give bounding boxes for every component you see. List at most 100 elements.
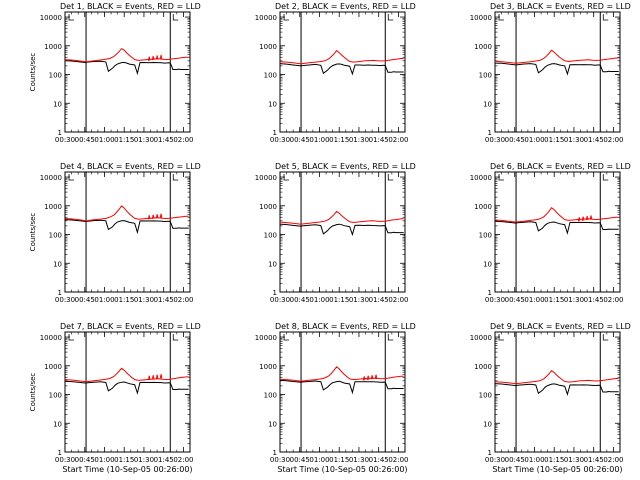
y-tick-label: 100 [264, 72, 277, 80]
y-tick-label: 10000 [255, 334, 277, 342]
y-tick-label: 1000 [474, 43, 492, 51]
corner-marker [498, 174, 504, 181]
x-tick-label: 01:15 [114, 456, 134, 464]
x-tick-label: 00:45 [290, 456, 310, 464]
x-tick-label: 01:30 [349, 296, 369, 304]
x-axis-label: Start Time (10-Sep-05 00:26:00) [492, 465, 622, 474]
corner-marker [387, 14, 394, 21]
x-tick-label: 01:30 [349, 456, 369, 464]
lld-spike [581, 216, 585, 221]
x-tick-label: 01:30 [134, 456, 154, 464]
y-tick-label: 1 [273, 289, 277, 297]
x-tick-label: 01:00 [94, 456, 114, 464]
y-tick-label: 100 [479, 72, 492, 80]
y-axis-label: Counts/sec [29, 53, 37, 92]
y-tick-label: 1 [273, 449, 277, 457]
lld-spike [155, 214, 159, 219]
panel-title: Det 4, BLACK = Events, RED = LLD [60, 162, 201, 171]
x-tick-label: 01:45 [584, 456, 604, 464]
y-tick-label: 10000 [470, 174, 492, 182]
plot-frame [64, 331, 191, 453]
series-line-events [279, 63, 404, 76]
y-tick-label: 10000 [255, 14, 277, 22]
x-tick-label: 00:45 [290, 296, 310, 304]
lld-spike [585, 215, 589, 221]
y-tick-label: 10 [268, 100, 277, 108]
det-panel-7: Det 7, BLACK = Events, RED = LLD 1 10 100 10… [29, 322, 201, 474]
x-tick-label: 01:00 [309, 136, 329, 144]
plot-frame [494, 331, 621, 453]
corner-marker [283, 174, 289, 181]
x-tick-label: 01:00 [94, 136, 114, 144]
det-panel-4: Det 4, BLACK = Events, RED = LLD 1 10 100 10… [29, 162, 201, 304]
series-line-events [64, 60, 189, 76]
y-axis-label: Counts/sec [29, 213, 37, 252]
x-tick-label: 01:45 [154, 456, 174, 464]
det-panel-2: Det 2, BLACK = Events, RED = LLD 1 10 100 10… [255, 2, 416, 144]
y-tick-label: 10 [268, 260, 277, 268]
lld-spike [362, 376, 366, 381]
series-line-events [279, 223, 404, 237]
x-tick-label: 00:30 [270, 456, 290, 464]
series-line-lld [494, 49, 619, 64]
y-tick-label: 100 [49, 232, 62, 240]
x-tick-label: 02:00 [388, 456, 408, 464]
y-tick-label: 1 [58, 129, 62, 137]
x-tick-label: 01:30 [564, 456, 584, 464]
x-tick-label: 01:30 [349, 136, 369, 144]
corner-marker [498, 14, 504, 21]
y-tick-label: 10 [483, 260, 492, 268]
x-tick-label: 01:30 [564, 296, 584, 304]
det-panel-9: Det 9, BLACK = Events, RED = LLD 1 10 100 10… [470, 322, 631, 474]
lld-spike [577, 217, 581, 222]
x-tick-label: 01:00 [524, 456, 544, 464]
x-tick-label: 00:45 [75, 296, 95, 304]
y-tick-label: 10 [53, 260, 62, 268]
y-tick-label: 10 [53, 100, 62, 108]
corner-marker [602, 14, 609, 21]
y-tick-label: 1000 [44, 363, 62, 371]
y-tick-label: 10 [483, 420, 492, 428]
y-tick-label: 10 [483, 100, 492, 108]
x-tick-label: 02:00 [603, 136, 623, 144]
panel-title: Det 5, BLACK = Events, RED = LLD [275, 162, 416, 171]
y-tick-label: 1000 [474, 203, 492, 211]
plot-frame [279, 171, 406, 293]
series-line-lld [494, 369, 619, 385]
corner-marker [68, 334, 74, 341]
corner-marker [387, 334, 394, 341]
series-line-lld [279, 210, 404, 225]
x-tick-label: 01:15 [544, 136, 564, 144]
series-line-events [64, 380, 189, 395]
y-tick-label: 10000 [40, 174, 62, 182]
x-tick-label: 00:45 [505, 456, 525, 464]
panel-title: Det 1, BLACK = Events, RED = LLD [60, 2, 201, 11]
y-tick-label: 1 [58, 289, 62, 297]
x-tick-label: 00:30 [55, 456, 75, 464]
y-tick-label: 1 [273, 129, 277, 137]
panel-title: Det 3, BLACK = Events, RED = LLD [490, 2, 631, 11]
x-tick-label: 01:45 [154, 296, 174, 304]
lld-spike [151, 375, 155, 380]
panel-title: Det 2, BLACK = Events, RED = LLD [275, 2, 416, 11]
x-tick-label: 00:30 [485, 136, 505, 144]
panel-title: Det 6, BLACK = Events, RED = LLD [490, 162, 631, 171]
y-tick-label: 100 [49, 72, 62, 80]
x-tick-label: 01:00 [524, 296, 544, 304]
lld-spike [151, 214, 155, 219]
y-tick-label: 1000 [474, 363, 492, 371]
panel-title: Det 7, BLACK = Events, RED = LLD [60, 322, 201, 331]
x-tick-label: 01:00 [309, 456, 329, 464]
y-tick-label: 10 [53, 420, 62, 428]
lld-spike [151, 55, 155, 61]
x-tick-label: 01:15 [329, 456, 349, 464]
y-axis-label: Counts/sec [29, 373, 37, 412]
lld-spike [147, 375, 151, 380]
x-tick-label: 00:30 [270, 296, 290, 304]
x-tick-label: 01:45 [369, 296, 389, 304]
y-tick-label: 100 [479, 232, 492, 240]
x-tick-label: 01:30 [564, 136, 584, 144]
series-line-lld [64, 367, 189, 383]
y-tick-label: 100 [49, 392, 62, 400]
